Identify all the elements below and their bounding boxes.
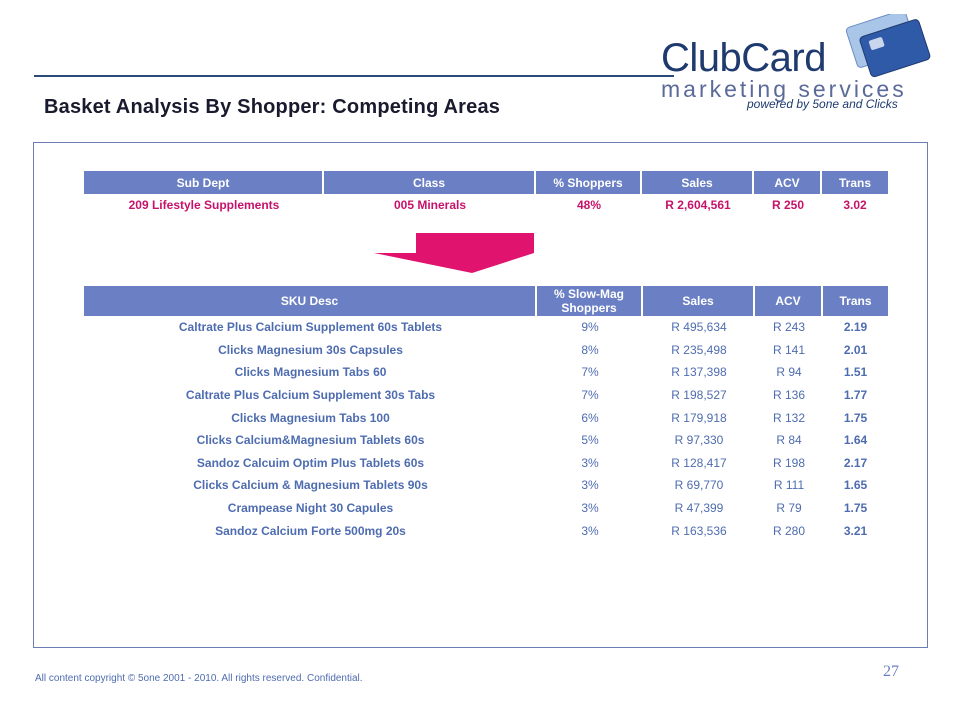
sku-table: SKU Desc % Slow-Mag Shoppers Sales ACV T… [84,286,888,542]
sku-sales: R 128,417 [671,455,727,470]
sku-desc: Clicks Magnesium Tabs 60 [234,365,387,380]
sku-trans: 2.17 [843,455,868,470]
sku-desc: Crampease Night 30 Capules [227,501,394,516]
sku-sales: R 235,498 [671,342,727,357]
table-row: Clicks Magnesium Tabs 60 7% R 137,398 R … [84,361,888,384]
table-row: Sandoz Calcuim Optim Plus Tablets 60s 3%… [84,452,888,475]
sku-acv: R 136 [772,388,806,403]
header-sub-dept: Sub Dept [84,171,324,194]
header-acv: ACV [755,286,823,316]
sku-desc: Clicks Calcium & Magnesium Tablets 90s [193,478,428,493]
sku-desc: Sandoz Calcium Forte 500mg 20s [215,523,406,538]
sku-pct: 7% [581,388,599,403]
logo-name: ClubCard [661,36,826,80]
table-row: Crampease Night 30 Capules 3% R 47,399 R… [84,497,888,520]
table-row: Clicks Calcium & Magnesium Tablets 90s 3… [84,474,888,497]
clubcard-logo: ClubCard marketing services powered by 5… [655,14,935,114]
sku-trans: 1.75 [843,410,868,425]
title-rule [34,75,674,77]
sku-sales: R 69,770 [674,478,724,493]
logo-subtitle: marketing services [661,76,907,102]
sku-pct: 7% [581,365,599,380]
header-trans: Trans [822,171,888,194]
sku-pct: 9% [581,320,599,335]
sku-desc: Sandoz Calcuim Optim Plus Tablets 60s [196,455,425,470]
sku-desc: Clicks Calcium&Magnesium Tablets 60s [196,433,425,448]
content-panel: Sub Dept Class % Shoppers Sales ACV Tran… [33,142,928,648]
sku-pct: 3% [581,501,599,516]
sku-pct: 5% [581,433,599,448]
header-sku-desc: SKU Desc [84,286,537,316]
sku-desc: Caltrate Plus Calcium Supplement 60s Tab… [178,320,443,335]
cell-sales: R 2,604,561 [665,198,731,212]
sku-acv: R 132 [772,410,806,425]
sku-trans: 1.65 [843,478,868,493]
sku-sales: R 97,330 [674,433,724,448]
sku-desc: Clicks Magnesium 30s Capsules [218,342,403,357]
summary-table: Sub Dept Class % Shoppers Sales ACV Tran… [84,171,888,216]
sku-trans: 1.77 [843,388,868,403]
cards-icon [845,14,931,78]
sku-acv: R 198 [772,455,806,470]
sku-acv: R 141 [772,342,806,357]
cell-class: 005 Minerals [393,198,467,212]
header-pct-shoppers: % Shoppers [536,171,642,194]
sku-acv: R 94 [776,365,802,380]
sku-trans: 2.19 [843,320,868,335]
page-title: Basket Analysis By Shopper: Competing Ar… [44,96,501,118]
header-trans: Trans [823,286,888,316]
cell-pct-shoppers: 48% [576,198,602,212]
logo-powered-by: powered by 5one and Clicks [747,97,898,111]
header-sales: Sales [642,171,754,194]
header-slow-mag-shoppers: % Slow-Mag Shoppers [537,286,643,316]
sku-trans: 3.21 [843,523,868,538]
table-row: Sandoz Calcium Forte 500mg 20s 3% R 163,… [84,519,888,542]
sku-sales: R 47,399 [674,501,724,516]
table-row: Clicks Magnesium 30s Capsules 8% R 235,4… [84,339,888,362]
sku-acv: R 280 [772,523,806,538]
sku-acv: R 243 [772,320,806,335]
summary-row: 209 Lifestyle Supplements 005 Minerals 4… [84,194,888,216]
sku-pct: 8% [581,342,599,357]
sku-acv: R 111 [773,478,805,493]
sku-trans: 2.01 [843,342,868,357]
cell-sub-dept: 209 Lifestyle Supplements [128,198,280,212]
sku-pct: 3% [581,455,599,470]
table-row: Clicks Calcium&Magnesium Tablets 60s 5% … [84,429,888,452]
sku-desc: Caltrate Plus Calcium Supplement 30s Tab… [185,388,436,403]
sku-sales: R 179,918 [671,410,727,425]
sku-acv: R 79 [776,501,802,516]
cell-trans: 3.02 [843,198,867,212]
cell-acv: R 250 [771,198,805,212]
sku-acv: R 84 [776,433,802,448]
header-class: Class [324,171,536,194]
table-row: Caltrate Plus Calcium Supplement 60s Tab… [84,316,888,339]
header-sales: Sales [643,286,755,316]
table-row: Clicks Magnesium Tabs 100 6% R 179,918 R… [84,406,888,429]
sku-sales: R 163,536 [671,523,727,538]
sku-sales: R 137,398 [671,365,727,380]
sku-sales: R 495,634 [671,320,727,335]
down-arrow-icon [374,233,534,273]
sku-pct: 3% [581,523,599,538]
table-row: Caltrate Plus Calcium Supplement 30s Tab… [84,384,888,407]
sku-sales: R 198,527 [671,388,727,403]
summary-header-row: Sub Dept Class % Shoppers Sales ACV Tran… [84,171,888,194]
page-number: 27 [883,663,899,680]
sku-desc: Clicks Magnesium Tabs 100 [231,410,390,425]
sku-trans: 1.51 [843,365,868,380]
copyright-notice: All content copyright © 5one 2001 - 2010… [35,673,363,684]
sku-header-row: SKU Desc % Slow-Mag Shoppers Sales ACV T… [84,286,888,316]
header-acv: ACV [754,171,822,194]
sku-pct: 3% [581,478,599,493]
sku-pct: 6% [581,410,599,425]
sku-trans: 1.75 [843,501,868,516]
sku-trans: 1.64 [843,433,868,448]
